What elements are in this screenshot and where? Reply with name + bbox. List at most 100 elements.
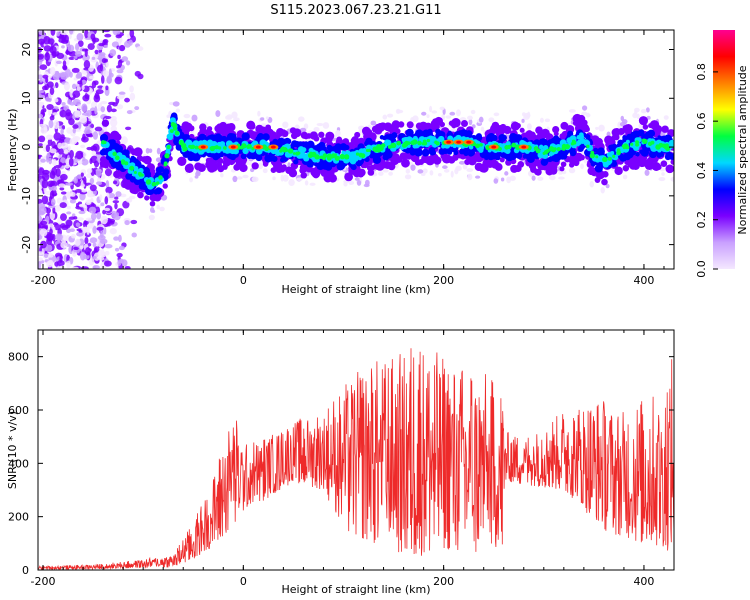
spectrogram-noise-cell bbox=[92, 225, 97, 234]
spectrogram-noise-cell bbox=[53, 98, 59, 103]
spectrogram-noise-cell bbox=[77, 80, 83, 85]
spectrogram-noise-cell bbox=[76, 33, 84, 41]
spectrogram-noise-cell bbox=[65, 109, 72, 117]
spectrogram-track-cell bbox=[593, 147, 599, 153]
spectrogram-track-cell bbox=[367, 169, 375, 176]
spectrogram-peak-core bbox=[230, 145, 236, 149]
spectrogram-track-cell bbox=[299, 153, 305, 159]
spectrogram-track-cell bbox=[414, 159, 422, 166]
spectrogram-noise-cell bbox=[38, 89, 45, 94]
spectrogram-noise-cell bbox=[68, 50, 77, 57]
spectrogram-track-cell bbox=[113, 170, 121, 179]
spectrogram-x-tick-label: 200 bbox=[433, 274, 454, 287]
snr-x-tick-label: 0 bbox=[240, 575, 247, 588]
spectrogram-track-cell bbox=[533, 146, 539, 151]
spectrogram-halo-cell bbox=[215, 110, 221, 117]
spectrogram-noise-cell bbox=[38, 251, 44, 256]
spectrogram-track-cell bbox=[241, 132, 250, 141]
spectrogram-track-cell bbox=[552, 125, 560, 134]
spectrogram-noise-cell bbox=[91, 150, 97, 156]
spectrogram-noise-cell bbox=[81, 48, 89, 52]
spectrogram-track-cell bbox=[463, 150, 469, 157]
spectrogram-noise-cell bbox=[48, 157, 53, 165]
spectrogram-track-cell bbox=[138, 179, 144, 185]
spectrogram-noise-cell bbox=[82, 94, 90, 102]
spectrogram-halo-cell bbox=[620, 115, 625, 122]
spectrogram-noise-cell bbox=[102, 30, 111, 33]
spectrogram-track-cell bbox=[155, 187, 163, 195]
spectrogram-track-cell bbox=[163, 161, 168, 166]
spectrogram-noise-cell bbox=[84, 236, 89, 245]
spectrogram-noise-cell bbox=[115, 34, 122, 39]
snr-frame bbox=[37, 329, 675, 571]
spectrogram-halo-cell bbox=[581, 105, 588, 111]
spectrogram-track-cell bbox=[630, 131, 638, 139]
spectrogram-track-cell bbox=[478, 147, 484, 153]
spectrogram-track-cell bbox=[510, 164, 519, 173]
spectrogram-track-cell bbox=[553, 131, 559, 137]
spectrogram-noise-cell bbox=[46, 81, 54, 88]
spectrogram-noise-cell bbox=[118, 245, 125, 251]
spectrogram-noise-cell bbox=[59, 254, 63, 263]
spectrogram-noise-cell bbox=[38, 101, 44, 107]
spectrogram-noise-cell bbox=[65, 68, 71, 78]
spectrogram-noise-cell bbox=[106, 104, 112, 113]
spectrogram-noise-cell bbox=[96, 211, 102, 220]
spectrogram-track-cell bbox=[439, 121, 445, 128]
spectrogram-noise-cell bbox=[115, 212, 120, 217]
spectrogram-noise-cell bbox=[116, 104, 124, 110]
spectrogram-halo-cell bbox=[231, 111, 238, 119]
spectrogram-noise-cell bbox=[43, 45, 52, 52]
spectrogram-noise-cell bbox=[81, 189, 87, 193]
spectrogram-noise-cell bbox=[45, 77, 49, 84]
spectrogram-halo-cell bbox=[422, 168, 428, 174]
spectrogram-track-cell bbox=[590, 161, 596, 167]
spectrogram-track-cell bbox=[178, 139, 185, 146]
spectrogram-halo-cell bbox=[421, 111, 427, 116]
spectrogram-halo-cell bbox=[412, 115, 419, 123]
snr-x-tick-label: 400 bbox=[633, 575, 654, 588]
spectrogram-track-cell bbox=[290, 143, 295, 148]
spectrogram-noise-cell bbox=[55, 168, 61, 177]
colorbar-tick-label: 0.4 bbox=[695, 162, 708, 180]
spectrogram-track-cell bbox=[494, 163, 503, 171]
spectrogram-noise-cell bbox=[38, 135, 46, 143]
spectrogram-halo-cell bbox=[296, 177, 303, 181]
spectrogram-halo-cell bbox=[429, 105, 433, 113]
spectrogram-track-cell bbox=[488, 128, 494, 134]
spectrogram-noise-cell bbox=[104, 244, 113, 249]
spectrogram-noise-cell bbox=[60, 191, 67, 195]
spectrogram-noise-cell bbox=[75, 73, 82, 79]
spectrogram-noise-cell bbox=[72, 90, 81, 98]
spectrogram-noise-cell bbox=[81, 84, 85, 91]
spectrogram-halo-cell bbox=[429, 170, 434, 176]
spectrogram-halo-cell bbox=[445, 115, 452, 119]
spectrogram-track-cell bbox=[205, 157, 212, 164]
spectrogram-track-cell bbox=[623, 124, 633, 133]
spectrogram-halo-cell bbox=[426, 114, 430, 118]
spectrogram-track-cell bbox=[209, 146, 213, 150]
spectrogram-track-cell bbox=[130, 155, 136, 161]
colorbar-label: Normalized spectral amplitude bbox=[736, 65, 749, 234]
spectrogram-track-cell bbox=[617, 148, 621, 152]
spectrogram-track-cell bbox=[129, 165, 135, 171]
spectrogram-noise-cell bbox=[72, 127, 76, 134]
spectrogram-track-cell bbox=[261, 144, 267, 150]
spectrogram-track-cell bbox=[570, 142, 575, 146]
spectrogram-noise-cell bbox=[63, 149, 69, 155]
spectrogram-halo-cell bbox=[493, 112, 500, 117]
spectrogram-noise-cell bbox=[137, 73, 144, 80]
spectrogram-track-cell bbox=[320, 169, 328, 177]
spectrogram-halo-cell bbox=[226, 114, 233, 120]
spectrogram-noise-cell bbox=[71, 83, 77, 90]
spectrogram-track-cell bbox=[533, 139, 541, 147]
spectrogram-halo-cell bbox=[148, 148, 153, 153]
spectrogram-noise-cell bbox=[93, 160, 100, 168]
spectrogram-peak-core bbox=[466, 140, 472, 144]
spectrogram-noise-cell bbox=[88, 206, 97, 214]
spectrogram-halo-cell bbox=[396, 109, 404, 114]
spectrogram-noise-cell bbox=[39, 77, 43, 83]
spectrogram-track-cell bbox=[579, 134, 585, 139]
spectrogram-noise-cell bbox=[125, 126, 132, 131]
spectrogram-track-cell bbox=[491, 121, 500, 130]
